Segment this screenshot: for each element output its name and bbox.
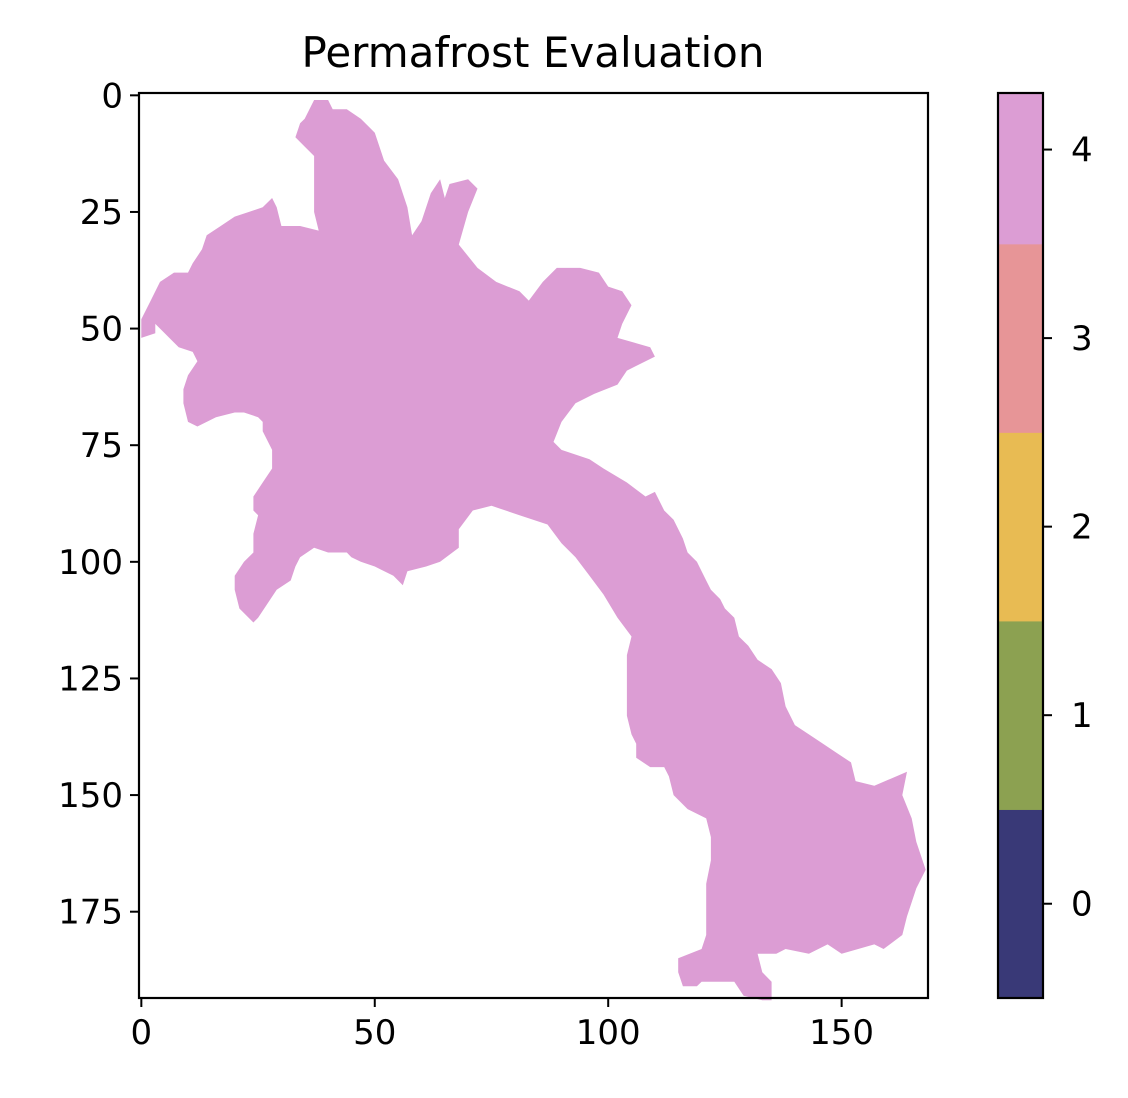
y-tick-label: 175 (58, 893, 123, 933)
colorbar-tick-label: 1 (1071, 696, 1093, 736)
y-tick-label: 0 (101, 76, 123, 116)
x-tick-label: 100 (576, 1013, 641, 1053)
colorbar: 0 1 2 3 4 (996, 91, 1093, 1000)
colorbar-segment-3 (998, 243, 1043, 433)
region-value-4 (141, 100, 926, 1001)
y-tick-label: 100 (58, 543, 123, 583)
colorbar-segment-0 (998, 809, 1043, 999)
colorbar-tick-label: 4 (1071, 131, 1093, 171)
y-tick-label: 150 (58, 776, 123, 816)
y-tick-label: 125 (58, 659, 123, 699)
colorbar-segments (998, 93, 1043, 999)
colorbar-segment-4 (998, 93, 1043, 245)
y-tick-label: 75 (80, 426, 123, 466)
colorbar-tick-label: 2 (1071, 508, 1093, 548)
chart-title: Permafrost Evaluation (302, 28, 765, 77)
colorbar-ticks: 0 1 2 3 4 (1043, 131, 1093, 925)
x-tick-label: 50 (353, 1013, 396, 1053)
plot-frame (137, 91, 930, 1000)
colorbar-segment-1 (998, 620, 1043, 810)
colorbar-frame (996, 91, 1045, 1000)
colorbar-tick-label: 3 (1071, 319, 1093, 359)
plot-area (137, 91, 930, 1001)
y-tick-label: 50 (80, 310, 123, 350)
x-tick-label: 0 (131, 1013, 153, 1053)
x-axis: 0 50 100 150 (131, 998, 874, 1053)
colorbar-tick-label: 0 (1071, 885, 1093, 925)
y-axis: 0 25 50 75 100 125 150 175 (58, 76, 139, 933)
y-tick-label: 25 (80, 193, 123, 233)
colorbar-segment-2 (998, 432, 1043, 622)
x-tick-label: 150 (809, 1013, 874, 1053)
